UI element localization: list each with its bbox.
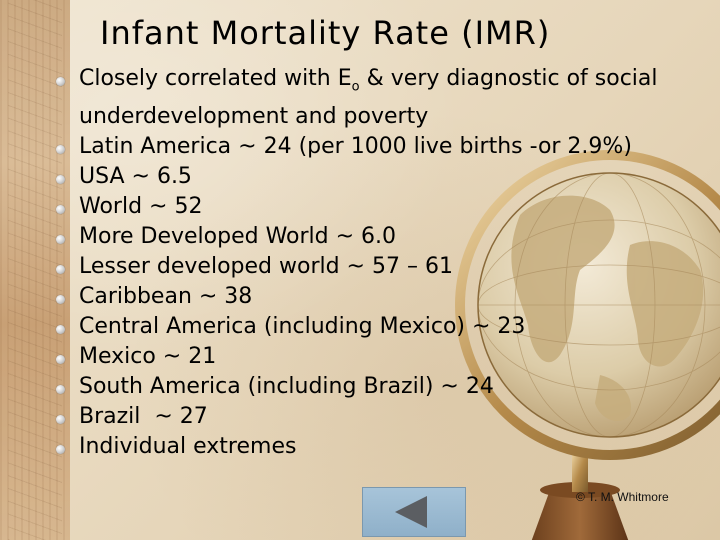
bullet-item: Central America (including Mexico) ~ 23 [0, 312, 689, 342]
bullet-icon [56, 175, 65, 185]
bullet-icon [56, 205, 65, 215]
bullet-text: Caribbean ~ 38 [79, 284, 253, 310]
globe-image [455, 150, 720, 540]
bullet-text: Mexico ~ 21 [79, 344, 217, 370]
bullet-text: USA ~ 6.5 [79, 164, 192, 190]
bullet-icon [56, 355, 65, 365]
bullet-item: Individual extremes [0, 432, 689, 462]
bullet-text: Closely correlated with E [79, 66, 352, 91]
bullet-text-continued: & very diagnostic of social underdevelop… [79, 66, 658, 130]
subscript-text: o [351, 79, 360, 95]
bullet-text: Latin America ~ 24 (per 1000 live births… [79, 134, 632, 160]
bullet-item: Caribbean ~ 38 [0, 282, 689, 312]
bullet-icon [56, 445, 65, 455]
bullet-icon [56, 385, 65, 395]
triangle-left-icon [395, 496, 427, 528]
previous-slide-button[interactable] [362, 487, 466, 537]
bullet-text: South America (including Brazil) ~ 24 [79, 374, 494, 400]
bullet-item: Latin America ~ 24 (per 1000 live births… [0, 132, 689, 162]
bullet-item: More Developed World ~ 6.0 [0, 222, 689, 252]
bullet-text: Individual extremes [79, 434, 297, 460]
bullet-text: Central America (including Mexico) ~ 23 [79, 314, 526, 340]
bullet-item: South America (including Brazil) ~ 24 [0, 372, 689, 402]
bullet-item: Lesser developed world ~ 57 – 61 [0, 252, 689, 282]
bullet-item: Mexico ~ 21 [0, 342, 689, 372]
bullet-item: USA ~ 6.5 [0, 162, 689, 192]
bullet-icon [56, 145, 65, 155]
slide-title: Infant Mortality Rate (IMR) [100, 14, 551, 52]
globe-meridian-ring [455, 150, 720, 460]
bullet-icon [56, 265, 65, 275]
bullet-icon [56, 415, 65, 425]
bullet-item: Brazil ~ 27 [0, 402, 689, 432]
copyright-text: © T. M. Whitmore [576, 490, 669, 504]
bullet-text: More Developed World ~ 6.0 [79, 224, 397, 250]
bullet-text: Lesser developed world ~ 57 – 61 [79, 254, 453, 280]
bullet-icon [56, 295, 65, 305]
bullet-text: World ~ 52 [79, 194, 203, 220]
globe-stand [531, 490, 629, 540]
bullet-text: Brazil ~ 27 [79, 404, 208, 430]
bullet-item: Closely correlated with Eo & very diagno… [0, 64, 689, 132]
bullet-icon [56, 235, 65, 245]
bullet-icon [56, 325, 65, 335]
bullet-item: World ~ 52 [0, 192, 689, 222]
bullet-list: Closely correlated with Eo & very diagno… [0, 64, 690, 462]
bullet-icon [56, 77, 65, 86]
